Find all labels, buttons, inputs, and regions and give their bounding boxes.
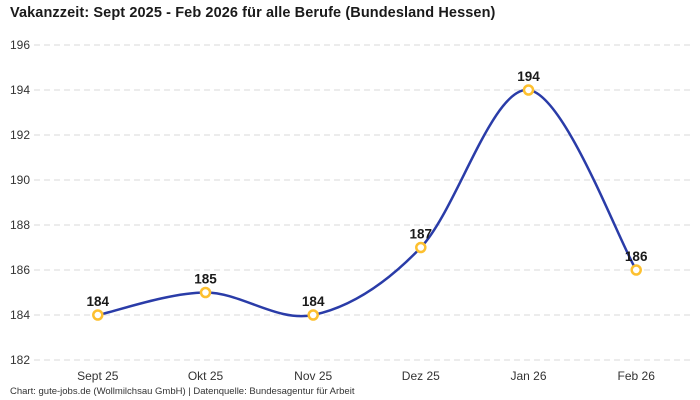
- x-tick-label-1: Sept 25: [77, 369, 119, 383]
- value-label-Feb 26: 186: [625, 249, 648, 264]
- value-label-Dez 25: 187: [410, 227, 433, 242]
- chart-source-credit: Chart: gute-jobs.de (Wollmilchsau GmbH) …: [10, 386, 355, 397]
- value-labels-group: 184 185 184 187 194 186: [87, 69, 648, 309]
- x-tick-label-3: Nov 25: [294, 369, 332, 383]
- data-point-Dez 25[interactable]: [415, 241, 427, 254]
- value-label-Okt 25: 185: [194, 272, 217, 287]
- y-tick-label-196: 196: [10, 38, 30, 52]
- x-tick-label-5: Jan 26: [510, 369, 546, 383]
- x-tick-label-6: Feb 26: [618, 369, 656, 383]
- x-tick-label-2: Okt 25: [188, 369, 224, 383]
- chart-title: Vakanzzeit: Sept 2025 - Feb 2026 für all…: [10, 5, 496, 21]
- value-label-Jan 26: 194: [517, 69, 540, 84]
- y-tick-label-182: 182: [10, 353, 30, 367]
- x-tick-label-4: Dez 25: [402, 369, 440, 383]
- data-point-Feb 26[interactable]: [630, 264, 642, 276]
- data-points-group: [92, 84, 642, 321]
- data-line-series: [96, 88, 638, 318]
- value-label-Sept 25: 184: [87, 294, 110, 309]
- y-tick-label-194: 194: [10, 83, 30, 97]
- data-point-Nov 25[interactable]: [307, 309, 319, 321]
- value-label-Nov 25: 184: [302, 294, 325, 309]
- y-tick-label-186: 186: [10, 263, 30, 277]
- data-point-Jan 26[interactable]: [522, 84, 535, 96]
- gridlines-group: [34, 44, 692, 361]
- data-point-Okt 25[interactable]: [199, 286, 212, 299]
- y-tick-label-190: 190: [10, 173, 30, 187]
- y-tick-label-184: 184: [10, 308, 30, 322]
- y-axis-labels: 182 184 186 188 190 192 194 196: [10, 38, 30, 367]
- y-tick-label-188: 188: [10, 218, 30, 232]
- data-point-Sept 25[interactable]: [92, 309, 104, 321]
- x-axis-labels: Sept 25 Okt 25 Nov 25 Dez 25 Jan 26 Feb 26: [77, 369, 655, 383]
- y-tick-label-192: 192: [10, 128, 30, 142]
